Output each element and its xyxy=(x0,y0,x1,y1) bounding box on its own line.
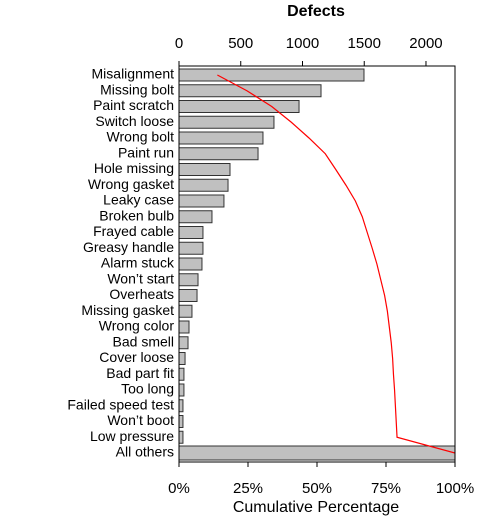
x-tick-label: 1500 xyxy=(348,35,381,52)
bar xyxy=(179,100,300,113)
bar xyxy=(179,131,264,145)
bar xyxy=(179,84,322,98)
y-tick-label: Bad part fit xyxy=(106,365,174,381)
y-tick-label: Overheats xyxy=(109,286,174,302)
x2-tick-label: 50% xyxy=(302,480,332,497)
x-tick-label: 500 xyxy=(228,35,253,52)
bar xyxy=(179,147,259,161)
bar xyxy=(179,194,225,208)
y-tick-label: Paint scratch xyxy=(93,97,174,113)
bar xyxy=(179,320,190,334)
bar xyxy=(179,68,365,82)
y-tick-label: Low pressure xyxy=(90,428,174,444)
y-tick-label: All others xyxy=(116,444,174,460)
x2-tick-label: 25% xyxy=(233,480,263,497)
y-tick-label: Cover loose xyxy=(99,349,174,365)
y-tick-label: Won’t start xyxy=(107,270,174,286)
bar xyxy=(179,415,184,428)
x2-tick-label: 100% xyxy=(436,480,474,497)
bar xyxy=(179,241,204,255)
y-tick-label: Switch loose xyxy=(95,113,174,129)
x2-tick-label: 75% xyxy=(371,480,401,497)
y-tick-label: Won’t boot xyxy=(107,412,174,428)
y-tick-label: Missing gasket xyxy=(81,302,174,318)
bar xyxy=(179,367,185,381)
y-tick-label: Paint run xyxy=(118,144,174,160)
x2-tick-label: 0% xyxy=(168,480,190,497)
y-tick-label: Bad smell xyxy=(113,333,174,349)
bar xyxy=(179,210,213,224)
bar xyxy=(179,352,186,365)
y-tick-label: Frayed cable xyxy=(93,223,174,239)
bar xyxy=(179,304,193,318)
y-tick-label: Hole missing xyxy=(94,160,174,176)
x-tick-label: 0 xyxy=(175,35,183,52)
bar xyxy=(179,399,184,413)
y-tick-label: Broken bulb xyxy=(99,207,174,223)
plot-area xyxy=(179,68,455,461)
bar xyxy=(179,257,203,271)
cumulative-line xyxy=(217,74,455,454)
bar xyxy=(179,383,185,397)
y-tick-label: Failed speed test xyxy=(67,396,174,412)
x2-axis-title: Cumulative Percentage xyxy=(233,499,399,516)
y-tick-label: Missing bolt xyxy=(100,81,174,97)
y-tick-label: Wrong gasket xyxy=(88,176,174,192)
bar xyxy=(179,178,229,192)
y-tick-label: Greasy handle xyxy=(83,239,174,255)
bar xyxy=(179,289,198,302)
bar xyxy=(179,115,275,129)
y-tick-label: Alarm stuck xyxy=(101,255,175,271)
bar xyxy=(179,445,455,461)
y-tick-label: Wrong bolt xyxy=(107,129,175,145)
x-axis-title: Defects xyxy=(287,3,345,20)
bar xyxy=(179,226,204,239)
bar xyxy=(179,336,189,350)
bar xyxy=(179,273,199,287)
bar xyxy=(179,163,231,176)
x-tick-label: 2000 xyxy=(409,35,442,52)
bar xyxy=(179,430,184,444)
y-tick-label: Misalignment xyxy=(92,66,175,82)
y-tick-label: Leaky case xyxy=(103,192,174,208)
y-tick-label: Wrong color xyxy=(99,318,175,334)
y-tick-label: Too long xyxy=(121,381,174,397)
x-tick-label: 1000 xyxy=(286,35,319,52)
